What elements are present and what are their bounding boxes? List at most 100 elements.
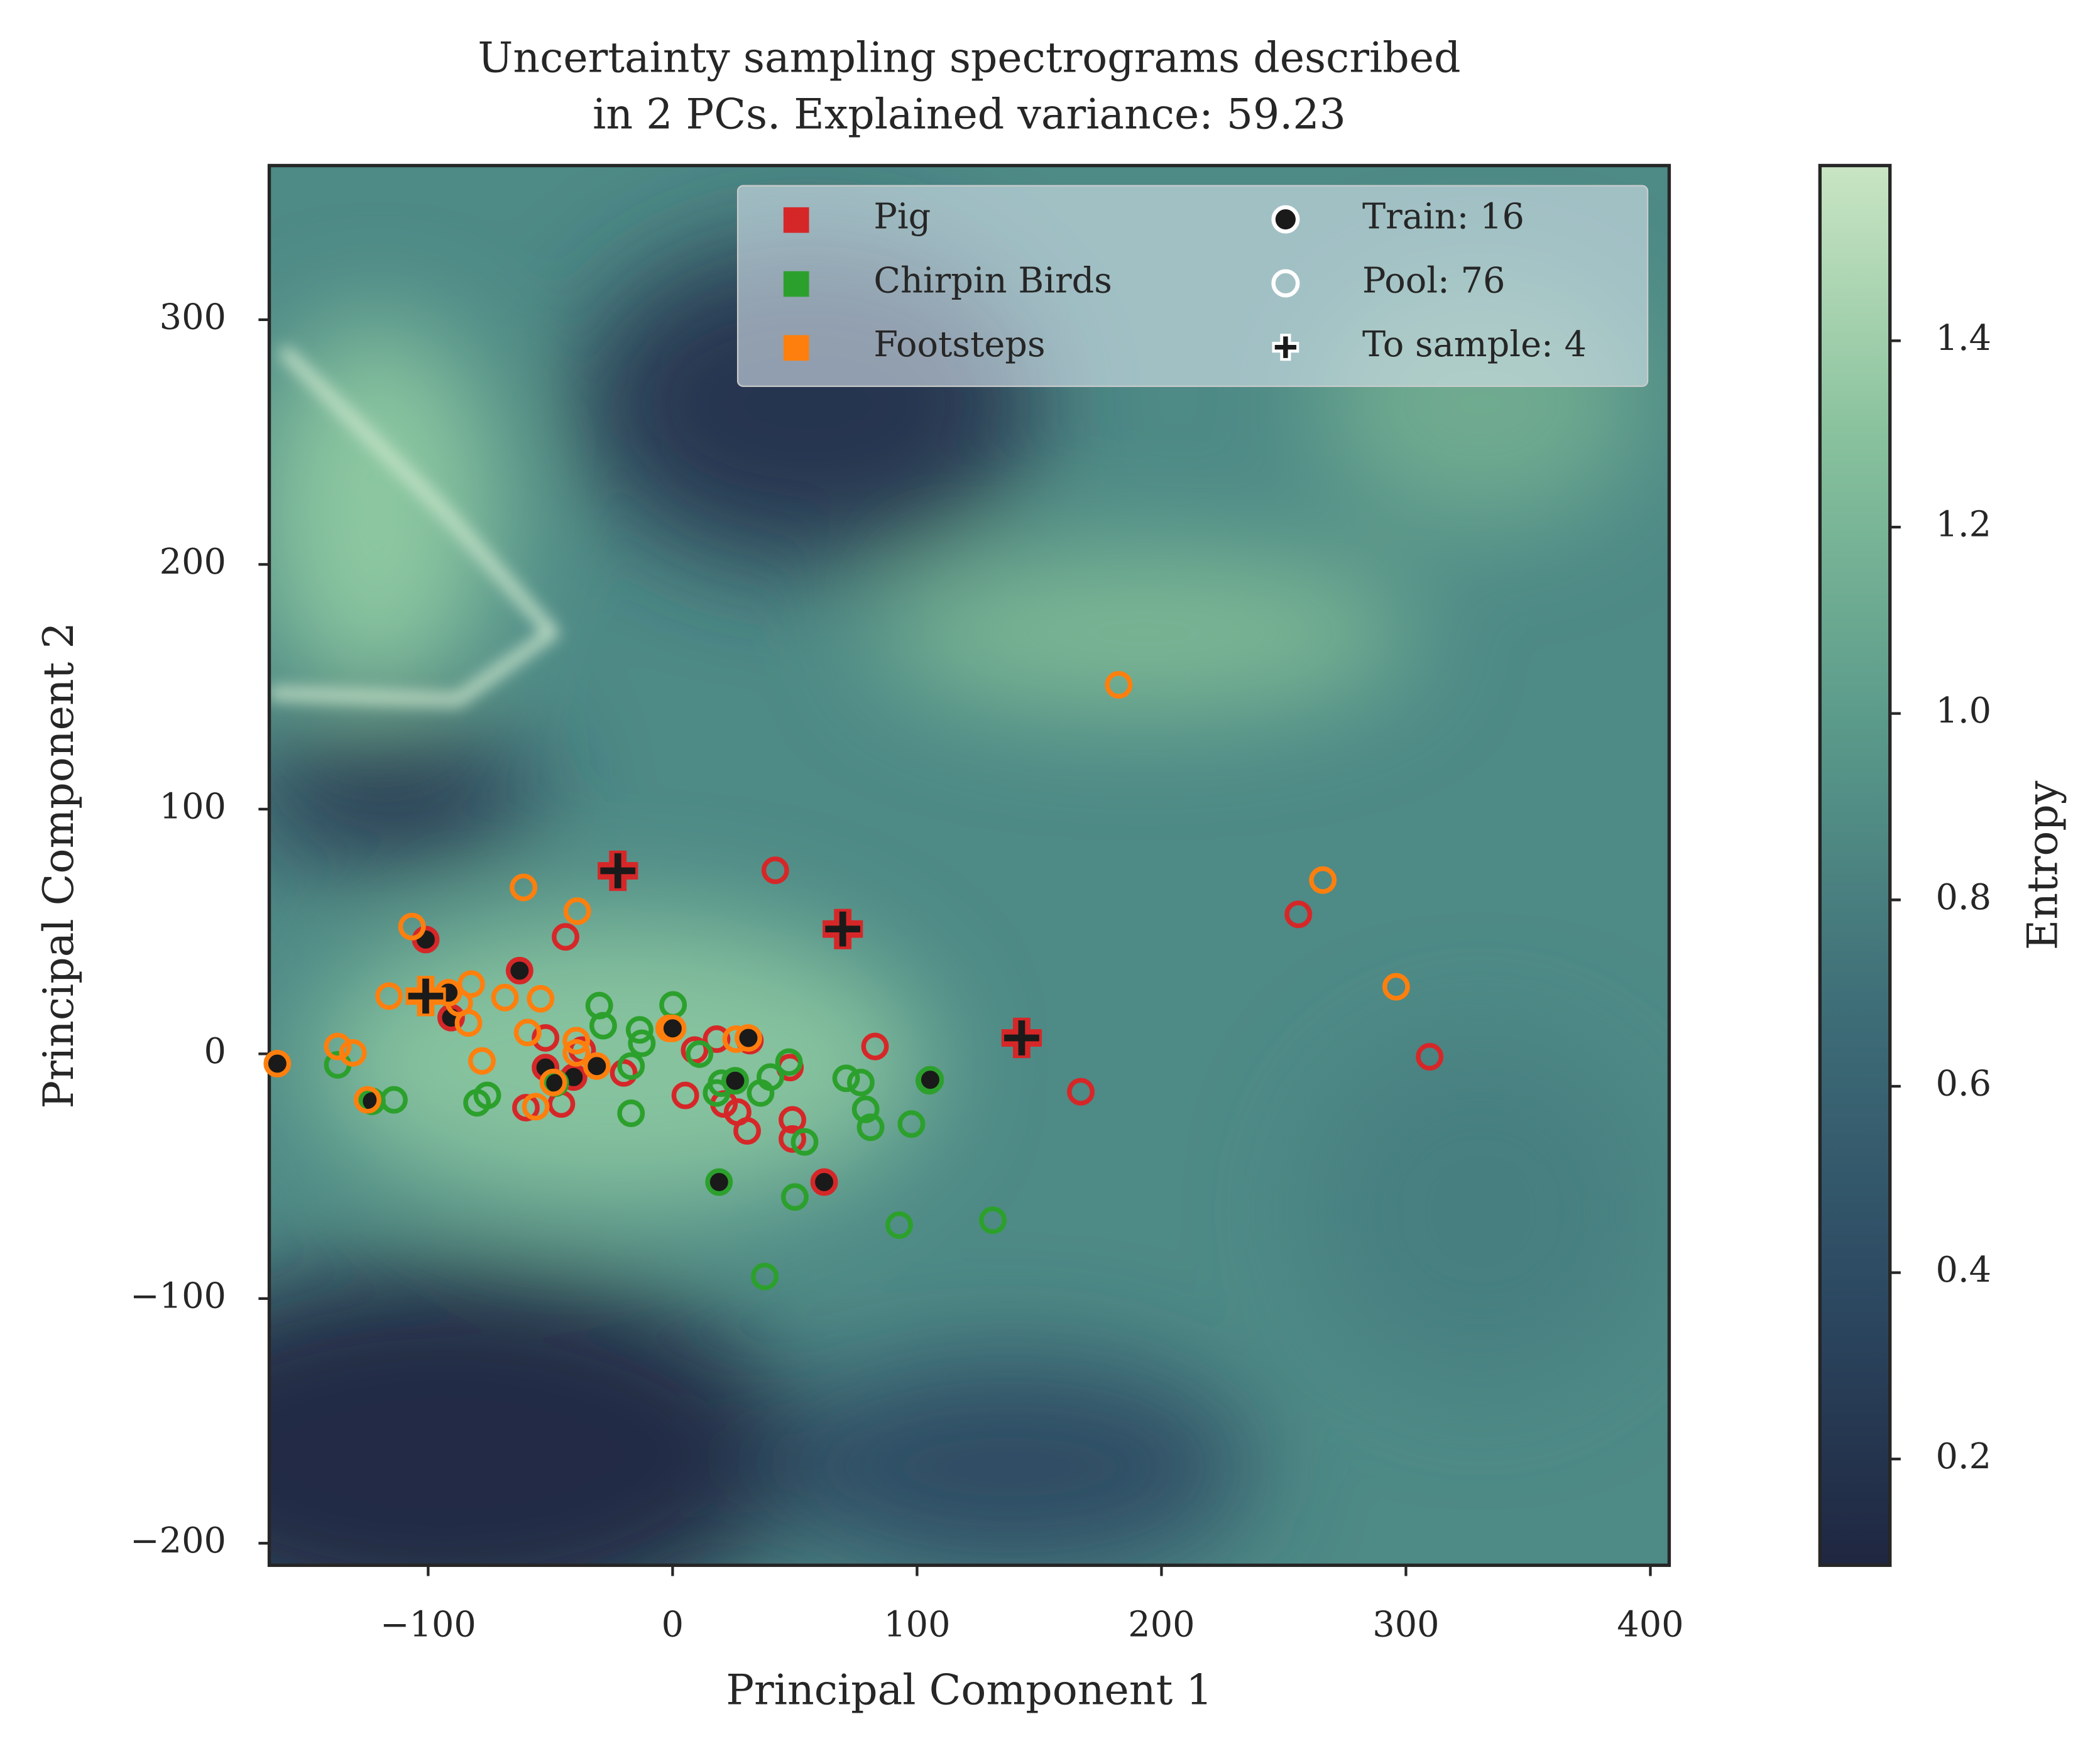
pool-point bbox=[686, 1040, 714, 1068]
pool-point bbox=[885, 1211, 913, 1239]
x-tick-label: −100 bbox=[380, 1604, 476, 1645]
colorbar-tick-label: 1.2 bbox=[1936, 505, 1992, 545]
train-point bbox=[263, 1049, 292, 1077]
colorbar-tick-label: 1.4 bbox=[1936, 318, 1992, 359]
train-point bbox=[735, 1024, 762, 1052]
y-tick-label: 100 bbox=[160, 786, 226, 827]
colorbar-tick-label: 0.6 bbox=[1936, 1063, 1992, 1104]
pool-point bbox=[563, 897, 591, 925]
train-point bbox=[582, 1052, 611, 1080]
pool-point bbox=[457, 970, 485, 998]
legend-label: Footsteps bbox=[873, 324, 1045, 365]
pool-point bbox=[775, 1048, 803, 1076]
pool-point bbox=[468, 1047, 496, 1075]
pool-point bbox=[897, 1110, 926, 1138]
pool-point bbox=[628, 1029, 656, 1057]
train-point bbox=[810, 1168, 838, 1196]
pool-point bbox=[510, 873, 538, 902]
x-tick-label: 0 bbox=[662, 1604, 684, 1645]
legend-swatch bbox=[783, 271, 809, 297]
pool-point bbox=[779, 1106, 806, 1134]
pool-point bbox=[617, 1052, 645, 1080]
pool-point bbox=[757, 1063, 784, 1091]
pool-point bbox=[1382, 973, 1410, 1001]
colorbar-tick-label: 1.0 bbox=[1936, 690, 1992, 731]
pool-point bbox=[625, 1016, 654, 1044]
pool-point bbox=[856, 1113, 885, 1142]
legend-label: Chirpin Birds bbox=[873, 260, 1112, 301]
pool-point bbox=[589, 1012, 617, 1040]
pool-point bbox=[779, 1125, 806, 1153]
y-tick-label: 200 bbox=[160, 542, 226, 582]
sample-cross bbox=[1004, 1020, 1039, 1056]
legend-swatch bbox=[783, 335, 809, 361]
pool-point bbox=[512, 1094, 540, 1121]
pool-point bbox=[761, 856, 789, 885]
sample-cross bbox=[825, 911, 861, 947]
pool-point bbox=[353, 1086, 381, 1114]
sample-point bbox=[1001, 1017, 1042, 1059]
legend-swatch bbox=[783, 207, 809, 233]
plot-frame bbox=[267, 163, 1671, 1568]
pool-point bbox=[339, 1039, 367, 1067]
pool-point bbox=[398, 912, 426, 941]
pool-point bbox=[532, 1024, 560, 1052]
pool-point bbox=[522, 1093, 550, 1121]
y-tick-label: 0 bbox=[204, 1031, 226, 1072]
chart-title: Uncertainty sampling spectrograms descri… bbox=[478, 33, 1460, 138]
legend-label: To sample: 4 bbox=[1362, 324, 1587, 365]
pool-point bbox=[513, 1018, 542, 1047]
pool-point bbox=[733, 1117, 762, 1145]
pool-point bbox=[491, 983, 519, 1012]
legend bbox=[736, 185, 1649, 387]
train-point bbox=[916, 1066, 944, 1094]
pool-point bbox=[751, 1262, 779, 1290]
pool-point bbox=[562, 1027, 591, 1055]
pool-point bbox=[473, 1081, 501, 1110]
colorbar-tick-label: 0.4 bbox=[1936, 1250, 1992, 1290]
train-point bbox=[705, 1168, 733, 1196]
pool-point bbox=[703, 1025, 731, 1053]
train-point bbox=[659, 1014, 687, 1042]
x-axis-label: Principal Component 1 bbox=[726, 1665, 1212, 1714]
pool-point bbox=[832, 1064, 860, 1093]
y-tick-label: −200 bbox=[130, 1520, 226, 1561]
x-tick-label: 200 bbox=[1128, 1604, 1195, 1645]
y-axis-label: Principal Component 2 bbox=[34, 622, 83, 1108]
x-tick-label: 400 bbox=[1617, 1604, 1683, 1645]
y-tick-label: 300 bbox=[160, 297, 226, 337]
train-point bbox=[721, 1067, 749, 1095]
pool-point bbox=[846, 1068, 875, 1096]
pool-point bbox=[539, 1068, 567, 1096]
pool-point bbox=[454, 1009, 483, 1037]
pool-point bbox=[1416, 1043, 1444, 1071]
x-tick-label: 100 bbox=[883, 1604, 950, 1645]
legend-marker bbox=[1271, 205, 1300, 234]
train-point bbox=[412, 925, 440, 954]
pool-point bbox=[562, 1039, 591, 1067]
pool-point bbox=[979, 1206, 1007, 1235]
legend-label: Pool: 76 bbox=[1362, 260, 1505, 301]
pool-point bbox=[1284, 900, 1313, 929]
pool-point bbox=[861, 1032, 889, 1061]
sample-point bbox=[405, 976, 446, 1017]
legend-label: Train: 16 bbox=[1362, 197, 1524, 237]
colorbar-tick-label: 0.2 bbox=[1936, 1436, 1992, 1477]
x-tick-label: 300 bbox=[1372, 1604, 1439, 1645]
pool-point bbox=[681, 1036, 709, 1064]
pool-point bbox=[324, 1032, 352, 1061]
sample-point bbox=[823, 908, 863, 949]
pool-point bbox=[527, 985, 555, 1013]
sample-point bbox=[598, 850, 638, 892]
sample-cross bbox=[600, 853, 636, 888]
pool-point bbox=[851, 1095, 880, 1123]
colorbar bbox=[1818, 163, 1892, 1568]
pool-point bbox=[1067, 1077, 1095, 1106]
sample-cross bbox=[408, 978, 444, 1014]
entropy-background bbox=[269, 165, 1670, 1566]
legend-label: Pig bbox=[873, 197, 931, 237]
colorbar-label: Entropy bbox=[2018, 780, 2067, 950]
pool-point bbox=[671, 1081, 699, 1110]
